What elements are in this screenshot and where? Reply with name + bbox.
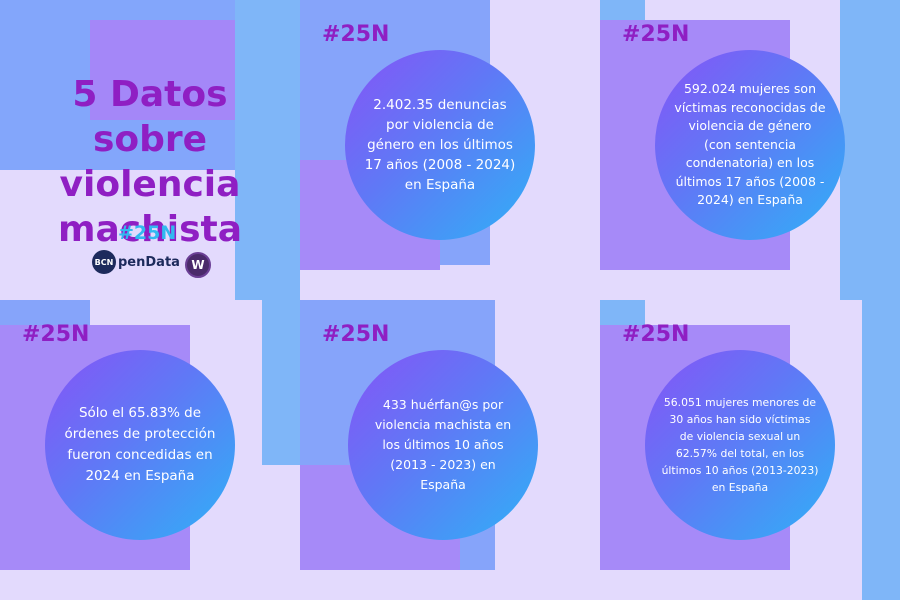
page-title: 5 Datos sobre violencia machista <box>57 74 243 250</box>
stat-text: Sólo el 65.83% de órdenes de protección … <box>64 405 216 484</box>
card-tag: #25N <box>622 22 690 47</box>
card-2: #25N 592.024 mujeres son víctimas recono… <box>600 0 900 300</box>
card-5: #25N 56.051 mujeres menores de 30 años h… <box>600 300 900 600</box>
title-panel: 5 Datos sobre violencia machista #25N BC… <box>0 0 300 300</box>
decor-rect <box>840 0 900 300</box>
hashtag: #25N <box>118 222 177 244</box>
decor-rect <box>235 0 300 300</box>
opendata-logo: BCN penData <box>92 250 180 274</box>
card-tag: #25N <box>322 22 390 47</box>
card-1: #25N 2.402.35 denuncias por violencia de… <box>300 0 600 300</box>
stat-text: 592.024 mujeres son víctimas reconocidas… <box>674 81 826 208</box>
stat-text: 433 huérfan@s por violencia machista en … <box>374 397 512 492</box>
stat-text: 56.051 mujeres menores de 30 años han si… <box>661 396 819 494</box>
card-tag: #25N <box>22 322 90 347</box>
stat-circle: 56.051 mujeres menores de 30 años han si… <box>645 350 835 540</box>
stat-circle: 2.402.35 denuncias por violencia de géne… <box>345 50 535 240</box>
card-tag: #25N <box>322 322 390 347</box>
stat-circle: 592.024 mujeres son víctimas reconocidas… <box>655 50 845 240</box>
decor-rect <box>862 300 900 600</box>
card-4: #25N 433 huérfan@s por violencia machist… <box>300 300 600 600</box>
w-logo-icon: W <box>185 252 211 278</box>
opendata-text: penData <box>118 254 180 270</box>
stat-circle: 433 huérfan@s por violencia machista en … <box>348 350 538 540</box>
stat-circle: Sólo el 65.83% de órdenes de protección … <box>45 350 235 540</box>
decor-rect <box>262 300 300 465</box>
card-tag: #25N <box>622 322 690 347</box>
stat-text: 2.402.35 denuncias por violencia de géne… <box>364 97 516 193</box>
card-3: #25N Sólo el 65.83% de órdenes de protec… <box>0 300 300 600</box>
bcn-badge-icon: BCN <box>92 250 116 274</box>
